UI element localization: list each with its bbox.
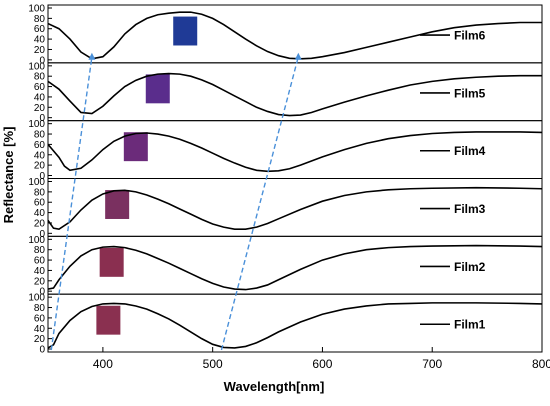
- y-tick-label: 40: [34, 35, 46, 46]
- y-tick-label: 40: [34, 266, 46, 277]
- panels-layer: 020406080100Film6020406080100Film5020406…: [28, 4, 543, 356]
- y-tick-label: 20: [34, 45, 46, 56]
- y-tick-label: 80: [34, 14, 46, 25]
- y-tick-label: 0: [39, 113, 45, 124]
- y-tick-label: 60: [34, 140, 46, 151]
- y-axis-label: Reflectance [%]: [1, 127, 16, 224]
- legend-label-film3: Film3: [454, 202, 486, 216]
- x-tick-label: 400: [93, 357, 113, 371]
- series-line-film2: [47, 244, 543, 291]
- y-tick-label: 80: [34, 72, 46, 83]
- y-tick-label: 60: [34, 313, 46, 324]
- y-tick-label: 40: [34, 324, 46, 335]
- y-tick-label: 40: [34, 150, 46, 161]
- x-tick-label: 700: [422, 357, 442, 371]
- y-tick-label: 100: [28, 4, 45, 15]
- panel-frame: [47, 293, 543, 353]
- y-tick-label: 0: [39, 55, 45, 66]
- y-tick-label: 40: [34, 208, 46, 219]
- guide-arrowhead-2: [294, 52, 302, 60]
- x-tick-label: 600: [312, 357, 332, 371]
- y-tick-label: 20: [34, 276, 46, 287]
- y-tick-label: 100: [28, 61, 45, 72]
- series-line-film6: [47, 11, 542, 60]
- sample-swatch-film5: [145, 74, 170, 104]
- x-tick-label: 500: [203, 357, 223, 371]
- y-tick-label: 60: [34, 198, 46, 209]
- y-tick-label: 20: [34, 103, 46, 114]
- y-tick-label: 80: [34, 245, 46, 256]
- y-tick-label: 100: [28, 177, 45, 188]
- y-tick-label: 100: [28, 235, 45, 246]
- y-tick-label: 80: [34, 130, 46, 141]
- y-tick-label: 60: [34, 24, 46, 35]
- y-tick-label: 80: [34, 187, 46, 198]
- y-tick-label: 20: [34, 334, 46, 345]
- y-tick-label: 0: [39, 171, 45, 182]
- guide-line-2: [220, 56, 299, 351]
- guide-line-1: [50, 56, 93, 351]
- y-tick-label: 0: [39, 345, 45, 356]
- guides-layer: [50, 52, 302, 351]
- x-axis-label: Wavelength[nm]: [224, 379, 325, 394]
- y-tick-label: 40: [34, 92, 46, 103]
- legend-label-film1: Film1: [454, 318, 486, 332]
- y-tick-label: 60: [34, 82, 46, 93]
- y-tick-label: 80: [34, 303, 46, 314]
- x-tick-label: 800: [532, 357, 550, 371]
- axis-layer: 400 500 600 700 800: [93, 347, 550, 371]
- sample-swatch-film2: [99, 247, 124, 277]
- series-line-film5: [47, 72, 542, 117]
- series-line-film4: [47, 131, 543, 173]
- y-tick-label: 20: [34, 218, 46, 229]
- y-tick-label: 100: [28, 293, 45, 304]
- guide-arrowhead-1: [88, 52, 96, 60]
- y-tick-label: 0: [39, 229, 45, 240]
- legend-label-film5: Film5: [454, 86, 486, 100]
- legend-label-film2: Film2: [454, 260, 486, 274]
- legend-label-film4: Film4: [454, 144, 486, 158]
- y-tick-label: 60: [34, 256, 46, 267]
- series-line-film3: [47, 186, 543, 231]
- legend-label-film6: Film6: [454, 29, 486, 43]
- series-line-film1: [47, 302, 543, 349]
- y-tick-label: 0: [39, 287, 45, 298]
- sample-swatch-film3: [105, 190, 130, 219]
- sample-swatch-film6: [173, 16, 198, 46]
- y-tick-label: 100: [28, 119, 45, 130]
- y-tick-label: 20: [34, 161, 46, 172]
- sample-swatch-film1: [96, 305, 121, 335]
- sample-swatch-film4: [123, 132, 148, 162]
